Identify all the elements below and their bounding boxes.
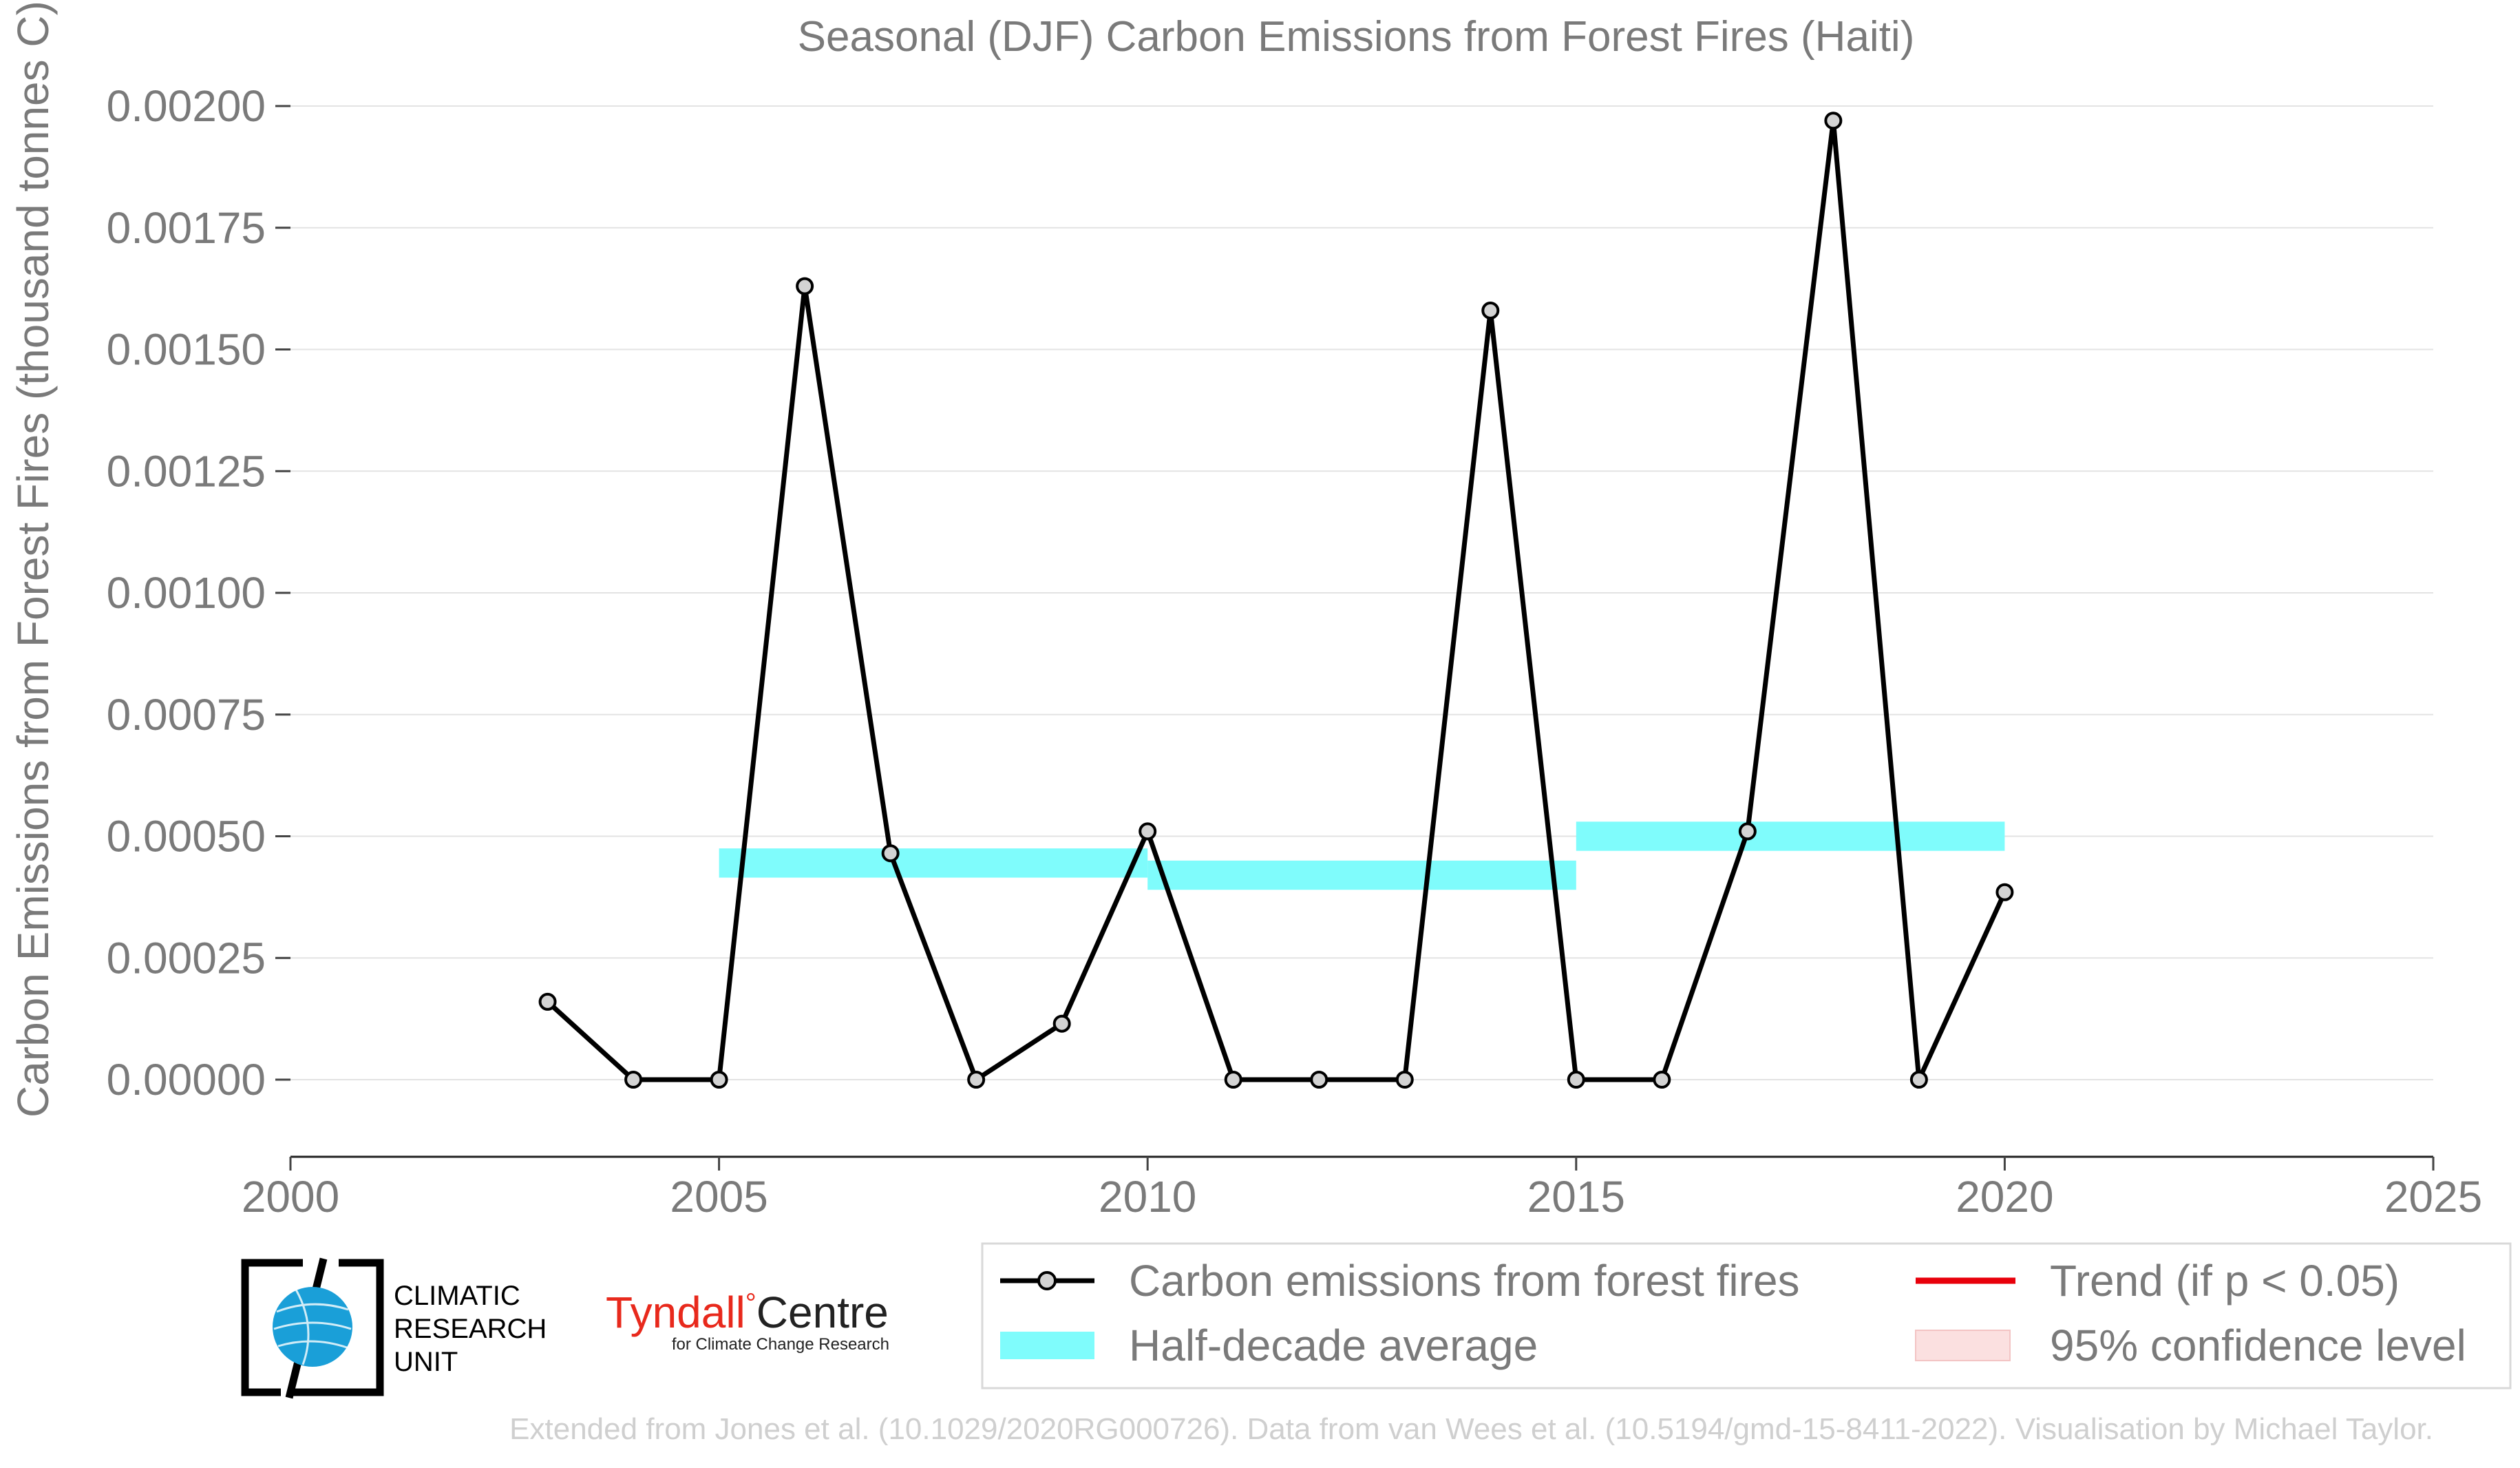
data-point [538, 992, 557, 1011]
half-decade-bands [719, 821, 2005, 890]
series-lines [546, 120, 2007, 1089]
legend-label-trend: Trend (if p < 0.05) [2050, 1256, 2400, 1306]
data-point [881, 844, 900, 863]
x-tick-label: 2020 [1956, 1172, 2053, 1221]
half-decade-band [719, 848, 1148, 878]
globe-lines-icon [273, 1289, 352, 1365]
data-point [710, 1071, 728, 1089]
data-point [1824, 112, 1843, 130]
x-tick-label: 2000 [242, 1172, 339, 1221]
x-tick-label: 2015 [1527, 1172, 1625, 1221]
cru-line-3: UNIT [394, 1347, 458, 1377]
data-point [1310, 1071, 1328, 1089]
data-point [1909, 1071, 1928, 1089]
y-tick-label: 0.00025 [107, 933, 266, 983]
series-points [538, 112, 2014, 1089]
data-point [1395, 1071, 1414, 1089]
y-axis-ticks: 0.00000 0.00025 0.00050 0.00075 0.00100 0.001… [107, 81, 290, 1104]
y-tick-label: 0.00050 [107, 812, 266, 861]
data-point [624, 1071, 643, 1089]
legend-box [981, 1242, 2512, 1390]
y-tick-label: 0.00125 [107, 446, 266, 496]
data-point [1738, 822, 1757, 841]
data-point [796, 277, 814, 295]
x-tick-label: 2005 [670, 1172, 767, 1221]
cru-logo: CLIMATIC RESEARCH UNIT [241, 1257, 547, 1399]
data-point [1995, 883, 2014, 901]
y-tick-label: 0.00150 [107, 325, 266, 375]
cru-frame-icon [241, 1259, 384, 1396]
y-tick-label: 0.00000 [107, 1055, 266, 1104]
data-point [1224, 1071, 1242, 1089]
data-point [1139, 822, 1157, 841]
half-decade-band [1147, 860, 1576, 890]
data-point [1653, 1071, 1671, 1089]
data-point [1481, 301, 1500, 319]
chart-title: Seasonal (DJF) Carbon Emissions from For… [798, 13, 1915, 61]
x-tick-label: 2025 [2384, 1172, 2482, 1221]
legend-label-confidence: 95% confidence level [2050, 1321, 2466, 1370]
data-point [1567, 1071, 1585, 1089]
tyndall-subtitle: for Climate Change Research [672, 1335, 889, 1354]
cru-line-2: RESEARCH [394, 1314, 547, 1344]
legend-half-decade-band-icon [1000, 1332, 1094, 1359]
y-tick-label: 0.00200 [107, 81, 266, 131]
y-axis-label: Carbon Emissions from Forest Fires (thou… [8, 1, 58, 1118]
footer-credit: Extended from Jones et al. (10.1029/2020… [509, 1412, 2433, 1446]
legend-marker-icon [1037, 1271, 1057, 1290]
legend: Carbon emissions from forest fires Trend… [981, 1242, 2512, 1390]
tyndall-name: Tyndall°Centre [606, 1288, 889, 1337]
grid-lines [290, 105, 2433, 1080]
y-tick-label: 0.00175 [107, 203, 266, 253]
cru-line-1: CLIMATIC [394, 1281, 520, 1311]
legend-label-half-decade: Half-decade average [1129, 1321, 1538, 1370]
half-decade-band [1576, 821, 2005, 851]
data-point [967, 1071, 986, 1089]
legend-label-emissions: Carbon emissions from forest fires [1129, 1256, 1800, 1306]
x-tick-label: 2010 [1099, 1172, 1196, 1221]
series-line [546, 120, 2007, 1089]
y-tick-label: 0.00075 [107, 690, 266, 740]
tyndall-logo: Tyndall°Centre for Climate Change Resear… [606, 1288, 889, 1354]
legend-confidence-band-icon [1915, 1330, 2011, 1361]
x-axis-ticks: 2000 2005 2010 2015 2020 2025 [242, 1157, 2482, 1221]
data-point [1052, 1014, 1071, 1033]
y-tick-label: 0.00100 [107, 568, 266, 618]
